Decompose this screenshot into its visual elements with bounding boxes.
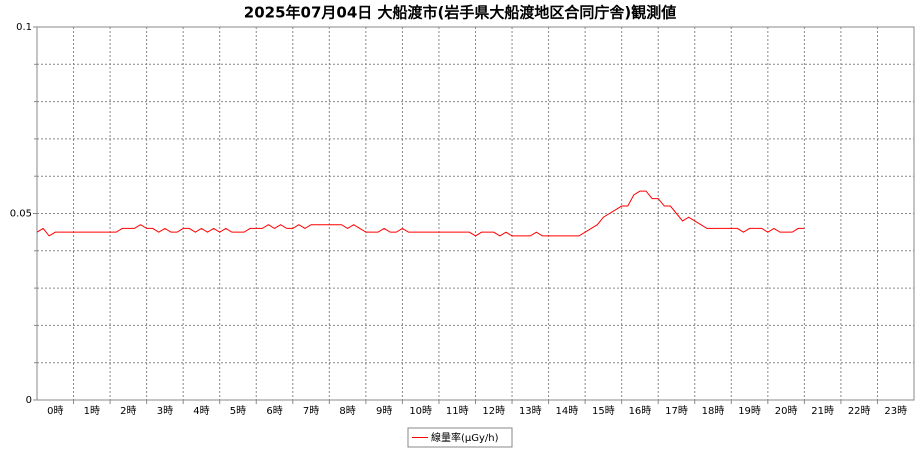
x-tick-label: 23時 bbox=[884, 405, 907, 417]
x-tick-label: 21時 bbox=[811, 405, 834, 417]
x-tick-label: 20時 bbox=[775, 405, 798, 417]
x-tick-label: 12時 bbox=[482, 405, 505, 417]
x-tick-label: 9時 bbox=[376, 405, 392, 417]
plot-border bbox=[36, 26, 915, 401]
x-tick-label: 3時 bbox=[157, 405, 173, 417]
y-tick-label: 0.05 bbox=[10, 209, 32, 220]
chart-title: 2025年07月04日 大船渡市(岩手県大船渡地区合同庁舎)観測値 bbox=[244, 4, 676, 22]
y-tick-label: 0.1 bbox=[16, 22, 32, 33]
x-tick-label: 15時 bbox=[592, 405, 615, 417]
x-tick-label: 7時 bbox=[303, 405, 319, 417]
legend-label: 線量率(μGy/h) bbox=[431, 431, 499, 444]
data-line bbox=[36, 190, 805, 237]
x-tick-label: 1時 bbox=[84, 405, 100, 417]
x-tick-label: 2時 bbox=[120, 405, 136, 417]
x-tick-label: 11時 bbox=[446, 405, 469, 417]
x-tick-label: 6時 bbox=[266, 405, 282, 417]
y-tick-label: 0 bbox=[26, 395, 32, 406]
x-tick-label: 4時 bbox=[193, 405, 209, 417]
x-tick-label: 10時 bbox=[409, 405, 432, 417]
x-tick-label: 5時 bbox=[230, 405, 246, 417]
x-tick-label: 13時 bbox=[519, 405, 542, 417]
x-tick-label: 22時 bbox=[848, 405, 871, 417]
x-tick-label: 18時 bbox=[702, 405, 725, 417]
x-tick-label: 14時 bbox=[555, 405, 578, 417]
x-tick-label: 16時 bbox=[629, 405, 652, 417]
x-tick-label: 19時 bbox=[738, 405, 761, 417]
plot-area bbox=[37, 27, 914, 400]
x-tick-label: 8時 bbox=[339, 405, 355, 417]
x-tick-label: 17時 bbox=[665, 405, 688, 417]
x-tick-label: 0時 bbox=[47, 405, 63, 417]
legend-box bbox=[407, 427, 513, 448]
